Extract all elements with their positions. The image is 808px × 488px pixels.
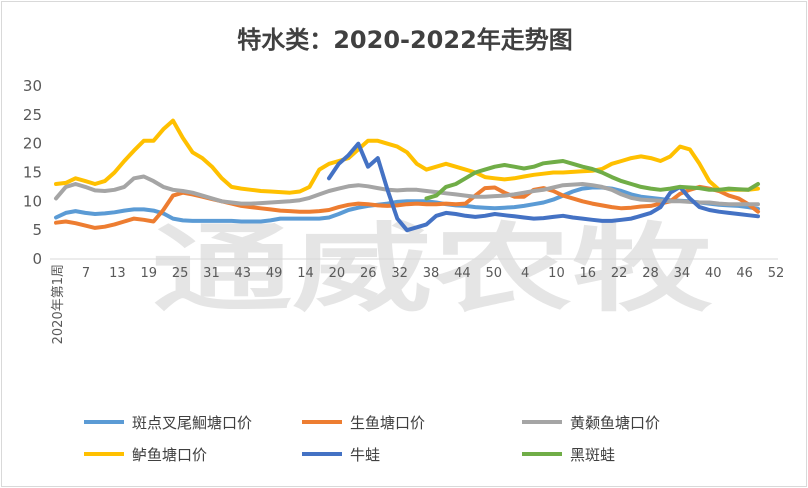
x-tick-label: 26 [360, 266, 377, 281]
y-axis: 0 5 10 15 20 25 30 [23, 77, 42, 268]
x-tick-label: 10 [548, 266, 565, 281]
y-tick-label: 30 [23, 77, 42, 95]
legend-label: 斑点叉尾鮰塘口价 [132, 414, 252, 432]
legend-item: 生鱼塘口价 [302, 414, 425, 432]
series-line [54, 174, 760, 207]
x-tick-label: 22 [611, 266, 628, 281]
x-axis: 2020年第1周 7 13 19 25 31 43 49 14 20 26 32 38 44 50 4 10 1… [50, 258, 785, 344]
y-tick-label: 5 [32, 221, 42, 239]
x-tick-label: 44 [454, 266, 471, 281]
x-tick-label-first: 2020年第1周 [51, 264, 66, 344]
series-line [54, 184, 760, 230]
x-tick-label: 4 [521, 266, 529, 281]
legend-label: 生鱼塘口价 [350, 414, 425, 432]
series-line [54, 185, 760, 224]
legend-label: 鲈鱼塘口价 [132, 446, 207, 464]
x-tick-label: 32 [391, 266, 408, 281]
x-tick-label: 25 [172, 266, 189, 281]
x-tick-label: 31 [203, 266, 220, 281]
x-tick-label: 46 [736, 266, 753, 281]
legend-item: 牛蛙 [302, 446, 380, 464]
series-line [424, 159, 760, 201]
legend-label: 牛蛙 [350, 446, 380, 464]
x-tick-label: 13 [109, 266, 126, 281]
legend-item: 黄颡鱼塘口价 [522, 414, 660, 432]
x-tick-label: 40 [705, 266, 722, 281]
x-tick-label: 52 [768, 266, 785, 281]
legend-item: 黑斑蛙 [522, 446, 615, 464]
x-tick-label: 28 [642, 266, 659, 281]
x-tick-label: 16 [580, 266, 597, 281]
x-tick-label: 7 [82, 266, 90, 281]
legend-item: 斑点叉尾鮰塘口价 [84, 414, 252, 432]
x-tick-label: 49 [266, 266, 283, 281]
series-layer [54, 118, 760, 233]
x-tick-label: 43 [235, 266, 252, 281]
legend-item: 鲈鱼塘口价 [84, 446, 207, 464]
y-tick-label: 15 [23, 164, 42, 182]
watermark-text: 通威农牧 [152, 213, 713, 325]
x-tick-label: 38 [423, 266, 440, 281]
y-tick-label: 0 [32, 250, 42, 268]
x-tick-label: 14 [297, 266, 314, 281]
x-tick-label: 34 [674, 266, 691, 281]
legend-label: 黄颡鱼塘口价 [570, 414, 660, 432]
y-tick-label: 20 [23, 135, 42, 153]
series-line [54, 118, 760, 195]
series-line [327, 141, 760, 233]
chart-title: 特水类：2020-2022年走势图 [237, 26, 573, 54]
y-tick-label: 25 [23, 106, 42, 124]
x-tick-label: 20 [329, 266, 346, 281]
x-tick-label: 19 [140, 266, 157, 281]
legend-label: 黑斑蛙 [570, 446, 615, 464]
x-tick-label: 50 [485, 266, 502, 281]
y-tick-label: 10 [23, 192, 42, 210]
